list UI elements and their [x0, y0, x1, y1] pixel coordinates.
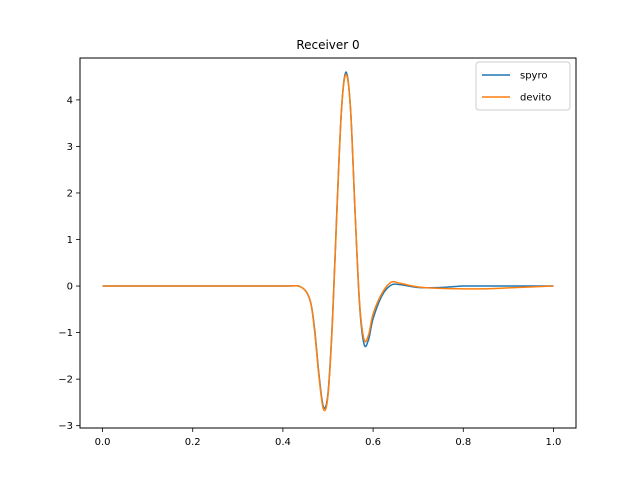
legend-label-spyro: spyro [520, 71, 548, 82]
x-tick-label: 0.2 [185, 437, 201, 448]
legend-label-devito: devito [520, 93, 551, 104]
x-tick-label: 0.6 [365, 437, 381, 448]
x-tick-label: 1.0 [546, 437, 562, 448]
y-tick-label: −3 [58, 421, 73, 432]
chart-title: Receiver 0 [296, 38, 359, 52]
x-tick-label: 0.8 [455, 437, 471, 448]
y-axis: −3 −2 −1 0 1 2 3 4 [58, 95, 80, 432]
x-axis: 0.0 0.2 0.4 0.6 0.8 1.0 [95, 428, 562, 448]
legend: spyro devito [475, 61, 571, 111]
legend-box [475, 61, 571, 111]
y-tick-label: 0 [67, 282, 73, 293]
y-tick-label: 3 [67, 142, 73, 153]
y-tick-label: −1 [58, 328, 73, 339]
x-tick-label: 0.0 [95, 437, 111, 448]
series-line-devito [102, 73, 554, 412]
y-tick-label: −2 [58, 375, 73, 386]
plot-area [102, 71, 554, 412]
x-tick-label: 0.4 [275, 437, 291, 448]
axes-frame [79, 57, 577, 429]
y-tick-label: 2 [67, 188, 73, 199]
y-tick-label: 1 [67, 235, 73, 246]
y-tick-label: 4 [67, 95, 73, 106]
